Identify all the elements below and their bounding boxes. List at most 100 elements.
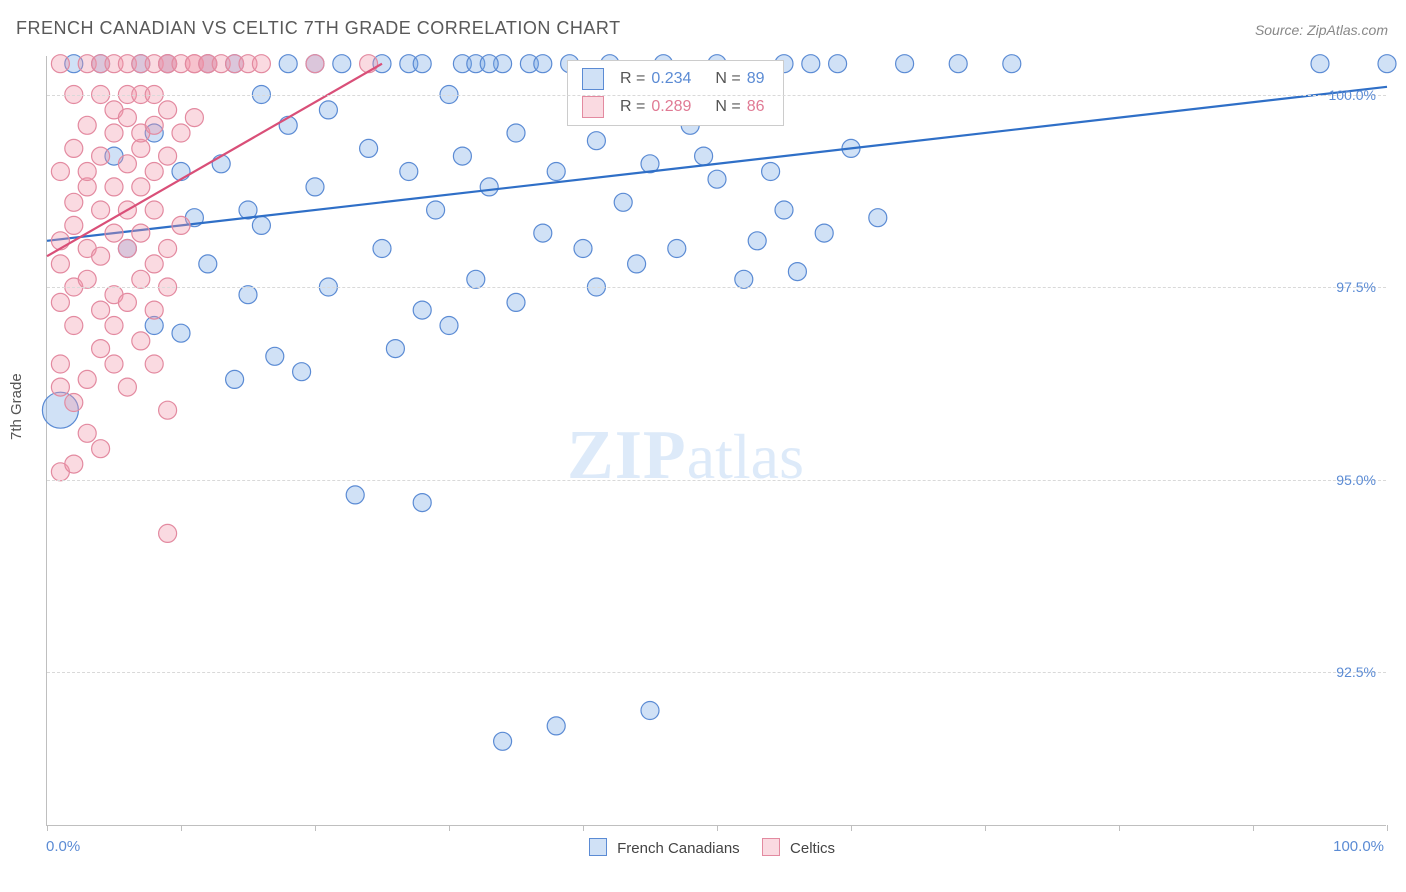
scatter-point [896, 55, 914, 73]
scatter-point [360, 55, 378, 73]
x-tick [851, 825, 852, 831]
scatter-point [306, 55, 324, 73]
scatter-point [78, 163, 96, 181]
scatter-point [762, 163, 780, 181]
plot-area: ZIPatlas R = 0.234 N = 89 R = 0.289 N = … [46, 56, 1386, 826]
x-tick [1253, 825, 1254, 831]
scatter-point [92, 440, 110, 458]
scatter-point [949, 55, 967, 73]
legend-swatch-blue [582, 68, 604, 90]
scatter-point [239, 286, 257, 304]
x-tick [1387, 825, 1388, 831]
scatter-point [65, 216, 83, 234]
y-tick-label: 97.5% [1336, 279, 1376, 295]
scatter-point [212, 155, 230, 173]
scatter-point [748, 232, 766, 250]
scatter-point [172, 163, 190, 181]
legend-label-blue: French Canadians [617, 840, 740, 857]
x-tick [47, 825, 48, 831]
scatter-point [413, 55, 431, 73]
scatter-point [467, 270, 485, 288]
scatter-point [92, 147, 110, 165]
chart-title: FRENCH CANADIAN VS CELTIC 7TH GRADE CORR… [16, 18, 621, 39]
gridline-h [47, 672, 1386, 673]
x-tick [985, 825, 986, 831]
n-label: N = [715, 98, 740, 116]
scatter-point [78, 424, 96, 442]
stats-legend-box: R = 0.234 N = 89 R = 0.289 N = 86 [567, 60, 784, 126]
scatter-point [453, 147, 471, 165]
scatter-point [373, 240, 391, 258]
scatter-point [92, 247, 110, 265]
scatter-point [199, 255, 217, 273]
gridline-h [47, 287, 1386, 288]
scatter-point [51, 232, 69, 250]
scatter-point [145, 355, 163, 373]
y-axis-label: 7th Grade [8, 373, 25, 440]
scatter-point [1311, 55, 1329, 73]
scatter-point [1378, 55, 1396, 73]
scatter-point [92, 201, 110, 219]
scatter-point [507, 124, 525, 142]
scatter-point [587, 132, 605, 150]
n-label: N = [715, 70, 740, 88]
scatter-point [735, 270, 753, 288]
stats-row-blue: R = 0.234 N = 89 [568, 65, 783, 93]
scatter-point [1003, 55, 1021, 73]
scatter-point [118, 378, 136, 396]
scatter-point [51, 293, 69, 311]
scatter-point [145, 163, 163, 181]
scatter-point [118, 293, 136, 311]
scatter-point [252, 216, 270, 234]
scatter-point [614, 193, 632, 211]
scatter-point [78, 270, 96, 288]
scatter-point [829, 55, 847, 73]
scatter-point [534, 55, 552, 73]
scatter-point [480, 178, 498, 196]
scatter-point [132, 224, 150, 242]
scatter-point [145, 116, 163, 134]
scatter-point [279, 116, 297, 134]
scatter-point [534, 224, 552, 242]
scatter-point [360, 139, 378, 157]
scatter-point [92, 340, 110, 358]
scatter-point [145, 255, 163, 273]
bottom-legend: French Canadians Celtics [0, 838, 1406, 857]
scatter-point [132, 270, 150, 288]
scatter-point [159, 524, 177, 542]
r-value-pink: 0.289 [651, 98, 691, 116]
gridline-h [47, 480, 1386, 481]
r-label: R = [620, 70, 645, 88]
scatter-point [118, 109, 136, 127]
n-value-pink: 86 [747, 98, 765, 116]
r-label: R = [620, 98, 645, 116]
scatter-point [413, 494, 431, 512]
scatter-point [440, 317, 458, 335]
scatter-point [51, 55, 69, 73]
scatter-point [105, 224, 123, 242]
scatter-point [105, 317, 123, 335]
y-tick-label: 95.0% [1336, 472, 1376, 488]
scatter-point [132, 178, 150, 196]
scatter-point [105, 355, 123, 373]
scatter-point [788, 263, 806, 281]
scatter-point [118, 240, 136, 258]
stats-row-pink: R = 0.289 N = 86 [568, 93, 783, 121]
gridline-h [47, 95, 1386, 96]
scatter-point [775, 201, 793, 219]
scatter-svg [47, 56, 1386, 825]
scatter-point [695, 147, 713, 165]
scatter-point [65, 139, 83, 157]
scatter-point [78, 370, 96, 388]
scatter-point [293, 363, 311, 381]
scatter-point [386, 340, 404, 358]
x-tick [717, 825, 718, 831]
legend-label-pink: Celtics [790, 840, 835, 857]
scatter-point [668, 240, 686, 258]
scatter-point [266, 347, 284, 365]
scatter-point [400, 163, 418, 181]
x-tick [1119, 825, 1120, 831]
scatter-point [65, 317, 83, 335]
scatter-point [252, 55, 270, 73]
scatter-point [185, 109, 203, 127]
